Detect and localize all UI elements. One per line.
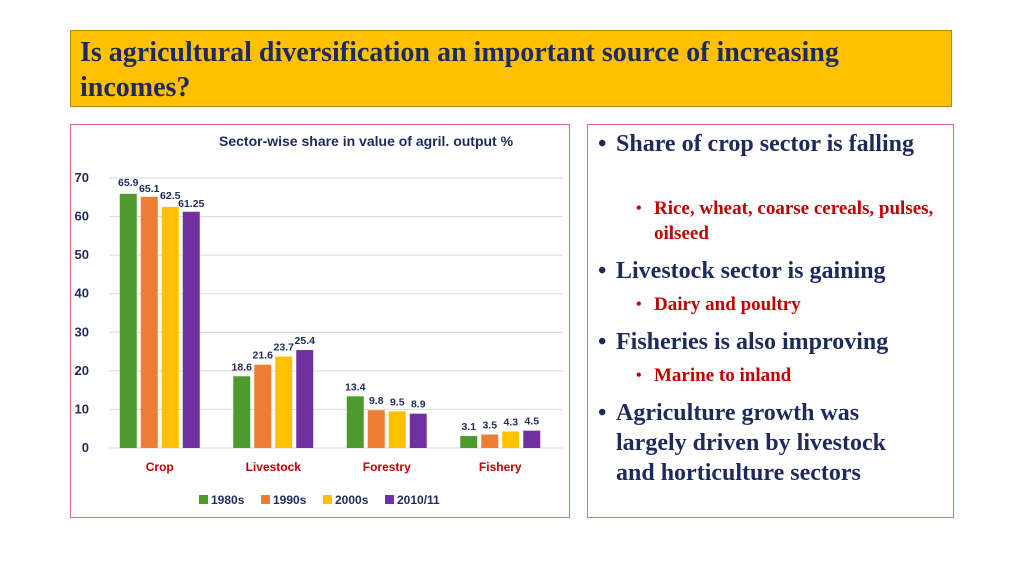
x-category-label: Forestry — [363, 460, 411, 474]
legend-label: 2010/11 — [397, 493, 440, 507]
y-tick-label: 40 — [75, 286, 89, 301]
sub-bullet-1-1: • Rice, wheat, coarse cereals, pulses, o… — [636, 196, 946, 246]
chart-panel: Sector-wise share in value of agril. out… — [70, 124, 570, 518]
sub-bullet-2-1: • Dairy and poultry — [636, 292, 946, 317]
data-label: 9.8 — [369, 395, 384, 407]
y-tick-label: 20 — [75, 363, 89, 378]
data-label: 4.3 — [503, 416, 518, 428]
data-label: 23.7 — [274, 342, 295, 354]
data-label: 62.5 — [160, 190, 181, 202]
bullet-dot-icon: • — [598, 400, 607, 426]
bar — [296, 350, 314, 448]
legend-swatch — [261, 495, 270, 504]
legend-label: 1980s — [211, 493, 245, 507]
data-label: 3.1 — [461, 421, 476, 433]
y-tick-label: 60 — [75, 209, 89, 224]
bar — [502, 431, 520, 448]
data-label: 21.6 — [253, 350, 274, 362]
bullet-3-text: Fisheries is also improving — [616, 329, 889, 355]
sub-bullet-3-1: • Marine to inland — [636, 363, 946, 388]
x-category-label: Livestock — [246, 460, 302, 474]
bar — [275, 356, 293, 448]
legend-swatch — [323, 495, 332, 504]
y-tick-label: 10 — [75, 401, 89, 416]
bullet-1-text: Share of crop sector is falling — [616, 131, 914, 157]
data-label: 18.6 — [232, 361, 253, 373]
x-category-label: Crop — [146, 460, 174, 474]
bullet-dot-icon: • — [598, 329, 607, 355]
data-label: 3.5 — [482, 420, 497, 432]
bullet-panel: • Share of crop sector is falling • Rice… — [587, 124, 954, 518]
x-category-label: Fishery — [479, 460, 522, 474]
bullet-2-text: Livestock sector is gaining — [616, 258, 886, 284]
legend-swatch — [385, 495, 394, 504]
data-label: 9.5 — [390, 396, 405, 408]
data-label: 8.9 — [411, 399, 426, 411]
legend-label: 1990s — [273, 493, 307, 507]
legend-swatch — [199, 495, 208, 504]
chart-title: Sector-wise share in value of agril. out… — [219, 133, 514, 149]
legend-label: 2000s — [335, 493, 369, 507]
y-tick-label: 0 — [82, 440, 89, 455]
bullet-dot-icon: • — [636, 367, 642, 384]
bullet-dot-icon: • — [636, 200, 642, 217]
bar — [481, 434, 499, 448]
bullet-dot-icon: • — [636, 296, 642, 313]
bar — [346, 396, 364, 448]
bar — [182, 211, 200, 448]
bar — [254, 364, 272, 448]
slide-title: Is agricultural diversification an impor… — [80, 37, 839, 103]
data-label: 25.4 — [295, 335, 316, 347]
bullet-dot-icon: • — [598, 131, 607, 157]
bar — [367, 410, 385, 448]
bullet-dot-icon: • — [598, 258, 607, 284]
bar — [409, 413, 427, 448]
data-label: 65.1 — [139, 183, 160, 195]
data-label: 13.4 — [345, 381, 366, 393]
bar — [140, 196, 158, 448]
bullet-1: • Share of crop sector is falling — [598, 129, 928, 159]
bar — [523, 430, 541, 448]
sub-bullet-2-1-text: Dairy and poultry — [654, 294, 801, 315]
bullet-3: • Fisheries is also improving — [598, 327, 948, 357]
bar — [233, 376, 251, 448]
slide-title-box: Is agricultural diversification an impor… — [70, 30, 952, 107]
y-tick-label: 30 — [75, 324, 89, 339]
bar — [161, 206, 179, 448]
data-label: 65.9 — [118, 177, 139, 189]
data-label: 4.5 — [524, 416, 539, 428]
sub-bullet-3-1-text: Marine to inland — [654, 365, 792, 386]
y-tick-label: 50 — [75, 247, 89, 262]
data-label: 61.25 — [178, 198, 204, 210]
bar — [119, 193, 137, 448]
bar-chart: Sector-wise share in value of agril. out… — [75, 133, 563, 507]
y-tick-label: 70 — [75, 170, 89, 185]
bullet-4: • Agriculture growth was largely driven … — [598, 398, 928, 488]
bar — [460, 436, 478, 448]
sub-bullet-1-1-text: Rice, wheat, coarse cereals, pulses, oil… — [654, 198, 934, 244]
bullet-2: • Livestock sector is gaining — [598, 256, 948, 286]
bar — [388, 411, 406, 448]
bullet-4-text: Agriculture growth was largely driven by… — [616, 400, 886, 486]
